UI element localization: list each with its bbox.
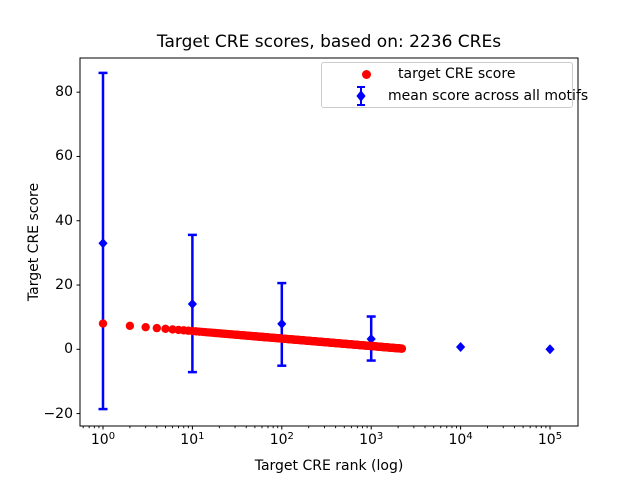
y-tick-label: 60 — [55, 148, 73, 165]
target-score-dot — [168, 325, 177, 334]
mean-score-diamond — [277, 318, 287, 329]
target-score-dot — [397, 344, 407, 353]
mean-score-diamond — [456, 342, 466, 353]
x-tick-label: 101 — [180, 431, 205, 448]
y-axis-label: Target CRE score — [26, 182, 42, 302]
target-score-dot — [152, 323, 162, 333]
target-score-dot — [98, 319, 108, 328]
y-tick-label: −20 — [43, 405, 73, 422]
chart-title: Target CRE scores, based on: 2236 CREs — [156, 32, 502, 52]
axes-spines — [79, 57, 579, 427]
target-score-dot — [125, 321, 135, 331]
y-tick-label: 0 — [64, 341, 73, 358]
mean-score-diamond — [366, 334, 376, 345]
red-circle-marker-icon — [354, 69, 378, 79]
blue-diamond-errorbar-marker-icon — [354, 85, 368, 107]
target-score-dot — [161, 324, 170, 334]
x-tick-label: 100 — [90, 431, 116, 448]
mean-score-diamond — [187, 298, 197, 309]
legend-item-target-score: target CRE score — [354, 64, 572, 84]
legend-item-mean-score: mean score across all motifs — [354, 85, 588, 107]
legend: target CRE score mean score across all m… — [321, 62, 588, 108]
target-score-dot — [141, 322, 150, 332]
mean-score-diamond — [545, 344, 555, 355]
legend-label: target CRE score — [398, 66, 516, 83]
y-tick-label: 20 — [55, 277, 73, 294]
x-tick-label: 104 — [448, 431, 473, 448]
x-axis-label: Target CRE rank (log) — [254, 458, 404, 474]
x-tick-label: 103 — [359, 431, 384, 448]
y-tick-label: 80 — [55, 84, 73, 101]
y-tick-label: 40 — [55, 212, 73, 229]
legend-label: mean score across all motifs — [388, 87, 589, 104]
mean-score-diamond — [98, 238, 108, 249]
x-tick-label: 102 — [269, 431, 294, 448]
x-tick-label: 105 — [537, 431, 563, 448]
